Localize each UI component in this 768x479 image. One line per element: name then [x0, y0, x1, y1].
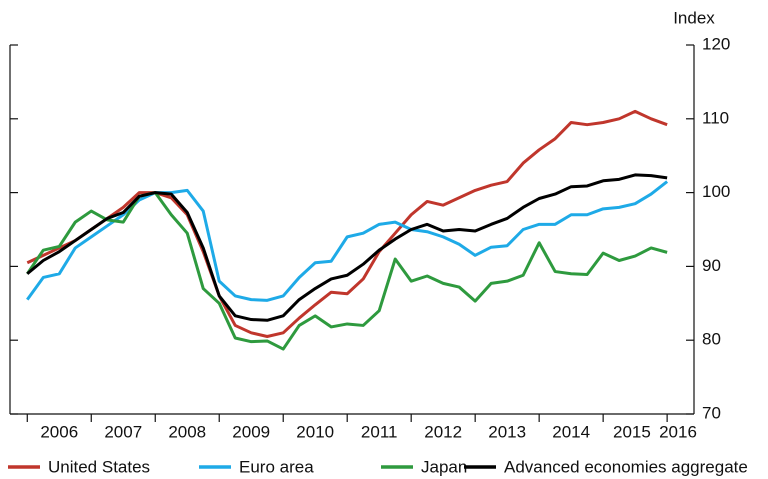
x-tick-label: 2015	[613, 422, 651, 441]
y-axis-label: Index	[673, 8, 715, 27]
y-tick-label: 90	[702, 256, 721, 275]
x-tick-label: 2013	[488, 422, 526, 441]
x-tick-label: 2014	[552, 422, 590, 441]
x-tick-label: 2009	[232, 422, 270, 441]
series-line	[26, 173, 668, 322]
x-tick-label: 2012	[424, 422, 462, 441]
x-tick-label: 2016	[659, 422, 697, 441]
legend-label: Euro area	[239, 457, 314, 476]
y-tick-label: 120	[702, 34, 730, 53]
y-tick-label: 110	[702, 108, 729, 127]
legend-label: Japan	[421, 457, 467, 476]
y-tick-label: 70	[702, 403, 721, 422]
series-line	[26, 191, 668, 351]
series-line	[26, 109, 668, 339]
y-tick-label: 80	[702, 330, 721, 349]
x-tick-label: 2006	[40, 422, 78, 441]
y-tick-label: 100	[702, 182, 730, 201]
legend-label: Advanced economies aggregate	[504, 457, 748, 476]
x-tick-label: 2008	[168, 422, 206, 441]
x-tick-label: 2011	[361, 422, 398, 441]
x-tick-label: 2007	[104, 422, 142, 441]
series-line	[26, 180, 669, 302]
legend-label: United States	[48, 457, 150, 476]
x-tick-label: 2010	[296, 422, 334, 441]
